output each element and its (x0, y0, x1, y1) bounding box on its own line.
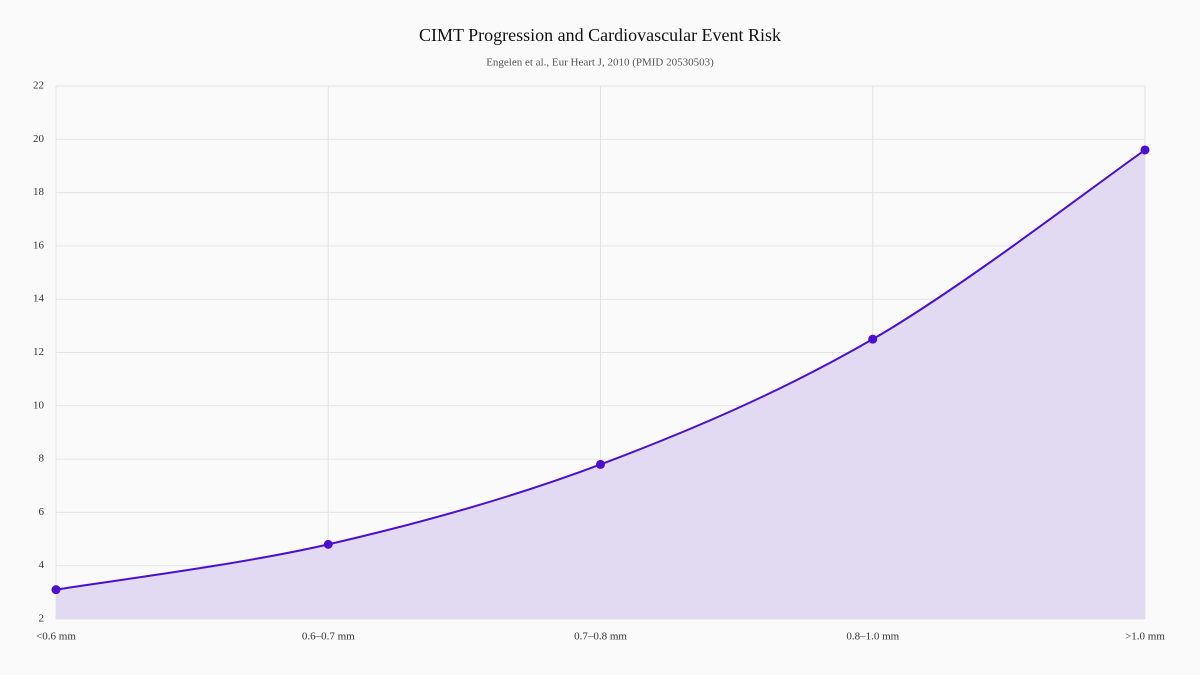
x-tick-label: 0.6–0.7 mm (302, 631, 355, 643)
x-tick-label: <0.6 mm (36, 631, 76, 643)
area (56, 149, 1145, 619)
y-tick-label: 8 (39, 453, 45, 465)
point (868, 334, 878, 344)
y-tick-label: 16 (33, 239, 45, 251)
chart-subtitle: Engelen et al., Eur Heart J, 2010 (PMID … (486, 57, 714, 69)
chart-title: CIMT Progression and Cardiovascular Even… (419, 25, 781, 45)
y-tick-label: 20 (33, 133, 45, 145)
x-tick-label: >1.0 mm (1125, 631, 1165, 643)
x-tick-label: 0.7–0.8 mm (574, 631, 627, 643)
y-tick-label: 4 (39, 559, 45, 571)
point (596, 459, 605, 469)
y-tick-label: 10 (33, 399, 45, 411)
y-tick-label: 6 (39, 506, 45, 518)
y-tick-label: 12 (33, 346, 44, 358)
y-tick-label: 22 (33, 80, 44, 92)
point (51, 585, 61, 595)
y-tick-label: 14 (33, 293, 45, 305)
point (1140, 145, 1150, 155)
y-tick-label: 18 (33, 186, 45, 198)
point (323, 539, 333, 549)
y-tick-label: 2 (39, 613, 45, 625)
x-tick-label: 0.8–1.0 mm (846, 631, 899, 643)
line (55, 149, 1146, 591)
